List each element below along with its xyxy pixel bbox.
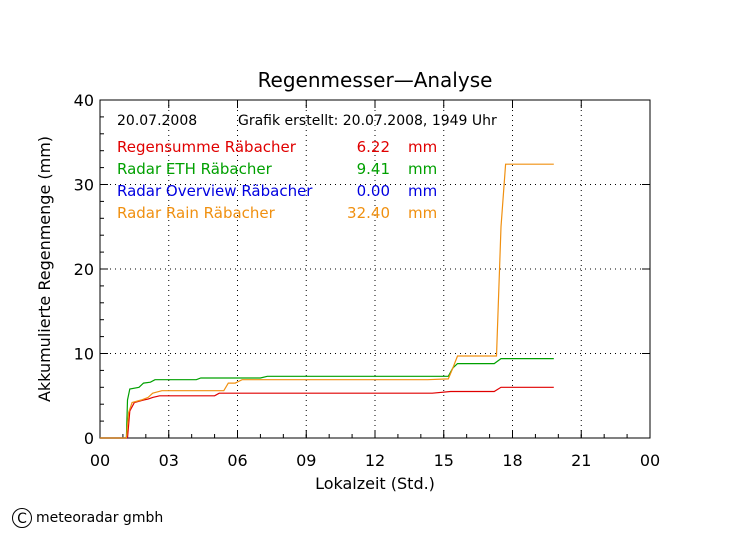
legend-series-unit: mm xyxy=(408,160,437,178)
x-tick-label: 09 xyxy=(296,451,316,470)
legend-series-unit: mm xyxy=(408,138,437,156)
legend-series-total: 0.00 xyxy=(357,182,390,200)
legend-series-total: 32.40 xyxy=(347,204,390,222)
legend-series-unit: mm xyxy=(408,182,437,200)
legend-series-name: Radar ETH Räbacher xyxy=(117,160,273,178)
legend-series-total: 6.22 xyxy=(357,138,390,156)
series-line xyxy=(100,163,554,439)
x-axis-label: Lokalzeit (Std.) xyxy=(315,474,435,493)
x-tick-label: 12 xyxy=(365,451,385,470)
chart-date: 20.07.2008 xyxy=(117,113,197,129)
legend-series-name: Radar Overview Räbacher xyxy=(117,182,313,200)
credit: C meteoradar gmbh xyxy=(12,508,163,528)
x-tick-label: 00 xyxy=(640,451,660,470)
legend-series-total: 9.41 xyxy=(357,160,390,178)
x-tick-label: 15 xyxy=(434,451,454,470)
y-axis-label: Akkumulierte Regenmenge (mm) xyxy=(35,136,54,402)
y-tick-label: 40 xyxy=(74,91,94,110)
y-tick-label: 20 xyxy=(74,260,94,279)
chart-created: Grafik erstellt: 20.07.2008, 1949 Uhr xyxy=(238,113,497,129)
x-tick-label: 06 xyxy=(227,451,247,470)
x-tick-label: 03 xyxy=(159,451,179,470)
legend-series-name: Regensumme Räbacher xyxy=(117,138,297,156)
y-tick-label: 30 xyxy=(74,176,94,195)
legend: Regensumme Räbacher 6.22 mm Radar ETH Räbac… xyxy=(117,138,437,222)
x-axis-ticks: 00 03 06 09 12 15 18 21 00 xyxy=(90,100,660,470)
y-tick-label: 0 xyxy=(84,429,94,448)
y-axis-ticks: 0 10 20 30 40 xyxy=(74,91,650,448)
chart-title: Regenmesser—Analyse xyxy=(258,68,493,92)
y-tick-label: 10 xyxy=(74,345,94,364)
series-line xyxy=(100,358,554,439)
series-line xyxy=(100,386,554,439)
series-lines xyxy=(100,163,554,439)
x-tick-label: 00 xyxy=(90,451,110,470)
grid xyxy=(100,100,650,438)
legend-series-unit: mm xyxy=(408,204,437,222)
credit-text: meteoradar gmbh xyxy=(36,510,164,526)
legend-series-name: Radar Rain Räbacher xyxy=(117,204,276,222)
x-tick-label: 21 xyxy=(571,451,591,470)
x-tick-label: 18 xyxy=(502,451,522,470)
copyright-icon: C xyxy=(12,508,32,528)
